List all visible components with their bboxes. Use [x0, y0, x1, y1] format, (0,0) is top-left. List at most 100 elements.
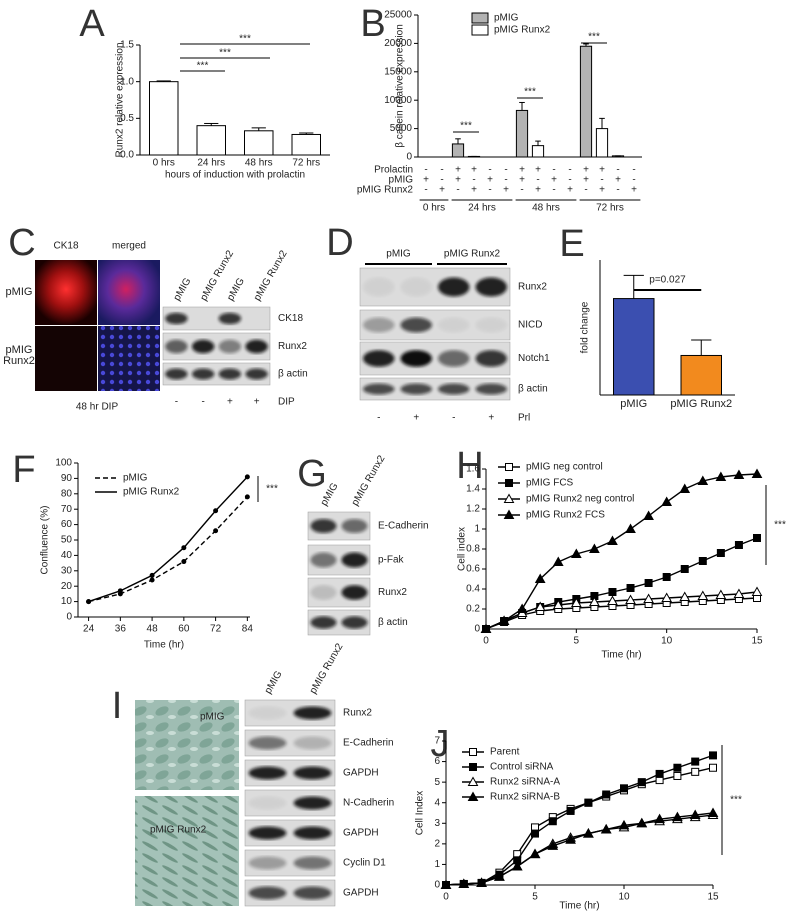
blot-band: [293, 706, 332, 720]
image-caption: 48 hr DIP: [76, 402, 119, 413]
x-tick-label: pMIG Runx2: [670, 399, 733, 410]
data-point: [213, 508, 219, 514]
legend-marker: [505, 463, 513, 471]
x-tick-label: 24: [83, 624, 95, 635]
table-sign: -: [616, 165, 619, 176]
micrograph: [98, 326, 160, 391]
x-tick-label-box: pMIG: [620, 399, 647, 410]
data-point: [600, 823, 612, 834]
data-point: [607, 595, 618, 605]
series-line: [485, 473, 758, 630]
error-bar: [519, 101, 525, 111]
data-point: [86, 599, 92, 605]
data-point: [552, 556, 564, 566]
band-label: β actin: [278, 369, 308, 380]
bar: [451, 143, 465, 158]
blot-band: [341, 519, 368, 533]
band-label: E-Cadherin: [343, 738, 394, 749]
table-sign: -: [616, 185, 619, 196]
data-point: [626, 584, 635, 592]
significance: ***: [588, 32, 600, 43]
treatment-sign: -: [201, 397, 204, 408]
legend-label: Runx2 siRNA-A: [490, 777, 560, 788]
band-label: GAPDH: [343, 768, 379, 779]
series-line: [88, 496, 248, 603]
legend-label: pMIG FCS: [526, 478, 574, 489]
table-sign: -: [568, 175, 571, 186]
blot-band: [475, 383, 507, 395]
band-label: Cyclin D1: [343, 858, 386, 869]
series-line: [88, 476, 248, 603]
y-tick-label: 4: [434, 797, 440, 808]
blot-band: [248, 856, 287, 870]
blot-band: [293, 826, 332, 840]
legend-label: pMIG neg control: [526, 462, 603, 473]
legend-label: Parent: [490, 747, 520, 758]
error-bar: [156, 80, 171, 82]
band-label: Notch1: [518, 353, 550, 364]
data-point: [584, 798, 593, 807]
x-tick-label: 5: [532, 892, 538, 903]
y-axis-label: Cell Index: [415, 791, 426, 835]
y-tick-label: 1.4: [466, 484, 480, 495]
data-point: [494, 871, 505, 881]
legend-marker: [467, 791, 479, 801]
blot-band: [248, 886, 287, 900]
table-sign: -: [632, 175, 635, 186]
blot-band: [293, 856, 332, 870]
treatment-sign: +: [413, 413, 419, 424]
series-line: [485, 591, 758, 630]
blot-band: [293, 796, 332, 810]
x-tick-label: 72: [210, 624, 222, 635]
y-tick-label: 0.5: [120, 113, 134, 124]
data-point: [753, 534, 761, 542]
y-tick-label: 0.4: [466, 584, 480, 595]
y-tick-label: 0.2: [466, 604, 480, 615]
y-tick-label: 3: [434, 818, 440, 829]
y-tick-label: 5000: [390, 123, 413, 134]
significance: ***: [197, 61, 209, 72]
y-tick-label: 1.6: [466, 464, 480, 475]
table-sign: +: [535, 165, 541, 176]
y-tick-label: 0.8: [466, 544, 480, 555]
group-label: 24 hrs: [468, 203, 496, 214]
blot-band: [165, 312, 188, 325]
band-label: N-Cadherin: [343, 798, 394, 809]
blot-band: [438, 350, 470, 367]
legend-swatch: [471, 12, 489, 24]
data-point: [715, 471, 727, 481]
data-point: [662, 573, 671, 581]
blot-band: [293, 766, 332, 780]
y-tick-label: 60: [61, 519, 73, 530]
x-tick-label: 0: [443, 892, 449, 903]
data-point: [552, 599, 564, 609]
blot-band: [310, 552, 337, 568]
legend-marker: [467, 776, 479, 786]
panel-letter: J: [431, 723, 450, 765]
data-point: [751, 468, 763, 478]
band-label: Runx2: [378, 587, 407, 598]
data-point: [672, 811, 683, 822]
table-sign: +: [519, 165, 525, 176]
image-row-label-box: pMIG: [6, 287, 33, 298]
blot-band: [475, 317, 507, 333]
significance: p=0.027: [649, 275, 686, 286]
data-point: [691, 767, 700, 776]
y-tick-label: 20000: [384, 38, 412, 49]
table-sign: +: [423, 175, 429, 186]
error-bar: [623, 274, 644, 299]
blot-band: [293, 736, 332, 750]
series-line: [445, 767, 714, 886]
table-sign: -: [488, 165, 491, 176]
data-point: [117, 588, 123, 594]
y-tick-label: 1.2: [466, 504, 480, 515]
y-tick-label: 100: [55, 458, 72, 469]
table-sign: -: [456, 185, 459, 196]
table-sign: +: [583, 165, 589, 176]
data-point: [589, 596, 600, 606]
table-sign: -: [472, 175, 475, 186]
blot-band: [475, 350, 507, 367]
table-sign: -: [424, 185, 427, 196]
x-tick-label: 24 hrs: [197, 158, 225, 169]
table-row-label: Prolactin: [374, 165, 413, 176]
